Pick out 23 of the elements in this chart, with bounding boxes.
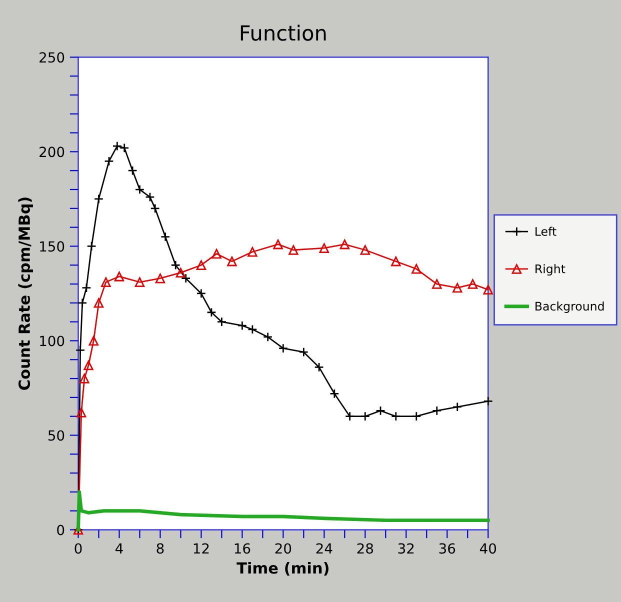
- x-tick-label: 4: [115, 543, 123, 554]
- y-tick-label: 150: [40, 241, 64, 252]
- x-tick-label: 28: [357, 543, 374, 554]
- legend-label: Right: [536, 264, 566, 276]
- chart-title: Function: [240, 24, 326, 41]
- x-tick-label: 0: [74, 543, 82, 554]
- x-axis-title: Time (min): [236, 562, 328, 576]
- x-tick-label: 16: [234, 543, 250, 554]
- x-tick-label: 12: [194, 543, 209, 554]
- legend-label: Background: [536, 302, 604, 313]
- y-axis-title: Count Rate (cpm/MBq): [18, 198, 33, 390]
- x-tick-label: 8: [156, 543, 164, 554]
- x-tick-label: 32: [398, 543, 414, 554]
- x-tick-label: 20: [275, 543, 292, 554]
- y-tick-label: 50: [48, 430, 64, 441]
- y-tick-label: 0: [57, 524, 64, 536]
- x-tick-label: 24: [316, 543, 332, 554]
- y-tick-label: 100: [40, 336, 64, 346]
- y-tick-label: 200: [40, 146, 64, 158]
- y-tick-label: 250: [40, 52, 64, 63]
- x-tick-label: 36: [439, 543, 456, 554]
- legend-label: Left: [536, 226, 556, 236]
- x-tick-label: 40: [480, 543, 496, 554]
